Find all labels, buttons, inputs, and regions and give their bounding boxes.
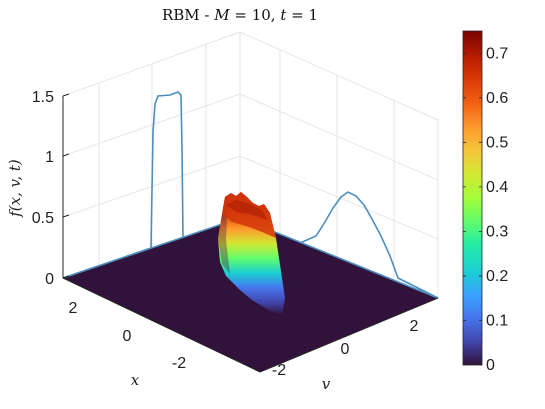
colorbar-tick-label: 0.4: [486, 179, 508, 196]
colorbar-tick-label: 0.3: [486, 223, 508, 240]
projection-line-v: [239, 191, 439, 299]
z-tick-label: 1: [45, 149, 54, 166]
v-tick-label: 0: [341, 341, 350, 358]
z-tick-label: 1.5: [32, 89, 54, 106]
x-tick-label: -2: [172, 355, 186, 372]
z-axis-label: f(x, v, t): [6, 159, 24, 218]
v-axis-label: v: [322, 375, 331, 393]
colorbar-tick-label: 0: [486, 357, 495, 374]
colorbar-ticks: [463, 52, 482, 366]
x-tick-label: 0: [123, 328, 132, 345]
colorbar: 0 0.1 0.2 0.3 0.4 0.5 0.6 0.7: [462, 30, 508, 374]
colorbar-labels: 0 0.1 0.2 0.3 0.4 0.5 0.6 0.7: [486, 45, 508, 374]
z-axis-ticks: [62, 93, 70, 279]
colorbar-tick-label: 0.5: [486, 134, 508, 151]
surface-bump: [218, 192, 285, 315]
x-tick-label: 2: [69, 300, 78, 317]
colorbar-tick-label: 0.6: [486, 90, 508, 107]
z-tick-label: 0.5: [32, 210, 54, 227]
x-axis-label: x: [131, 371, 140, 389]
colorbar-tick-label: 0.1: [486, 312, 508, 329]
axis-lines: [62, 96, 439, 373]
z-tick-label: 0: [45, 271, 54, 288]
colorbar-gradient: [462, 30, 483, 366]
colorbar-tick-label: 0.2: [486, 268, 508, 285]
chart-title: RBM - M = 10, t = 1: [162, 6, 318, 24]
colorbar-tick-label: 0.7: [486, 45, 508, 62]
v-tick-label: 2: [410, 318, 419, 335]
v-tick-label: -2: [272, 362, 286, 379]
